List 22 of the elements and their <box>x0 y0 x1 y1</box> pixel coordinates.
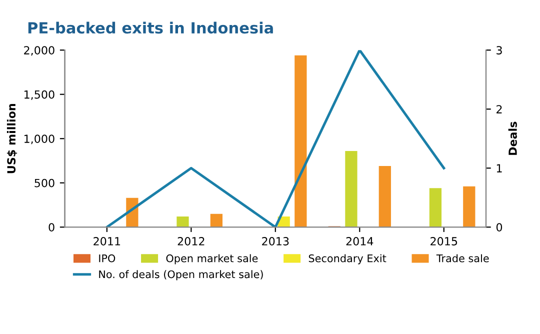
y2-tick-label: 1 <box>496 164 502 172</box>
legend-label: Trade sale <box>436 254 489 262</box>
y-axis-title: US$ million <box>6 104 18 174</box>
y2-axis-title: Deals <box>508 122 517 155</box>
y-tick-label: 1,500 <box>24 90 54 100</box>
y-tick-label: 500 <box>34 178 54 188</box>
x-tick-label: 2014 <box>346 237 374 246</box>
legend-label: Secondary Exit <box>308 254 386 264</box>
legend-label: No. of deals (Open market sale) <box>99 270 263 280</box>
y2-tick-label: 0 <box>496 223 502 232</box>
x-tick-label: 2012 <box>178 237 204 246</box>
y-tick-label: 2,000 <box>24 46 54 56</box>
x-tick-label: 2013 <box>262 237 289 246</box>
legend-label: IPO <box>99 254 116 262</box>
chart-title: PE-backed exits in Indonesia <box>28 22 273 34</box>
y2-tick-label: 2 <box>496 105 502 114</box>
legend-label: Open market sale <box>166 254 258 264</box>
x-tick-label: 2015 <box>430 237 458 246</box>
y-tick-label: 1,000 <box>24 134 54 144</box>
y2-tick-label: 3 <box>496 46 502 54</box>
y-tick-label: 0 <box>48 223 54 232</box>
x-tick-label: 2011 <box>94 237 120 246</box>
